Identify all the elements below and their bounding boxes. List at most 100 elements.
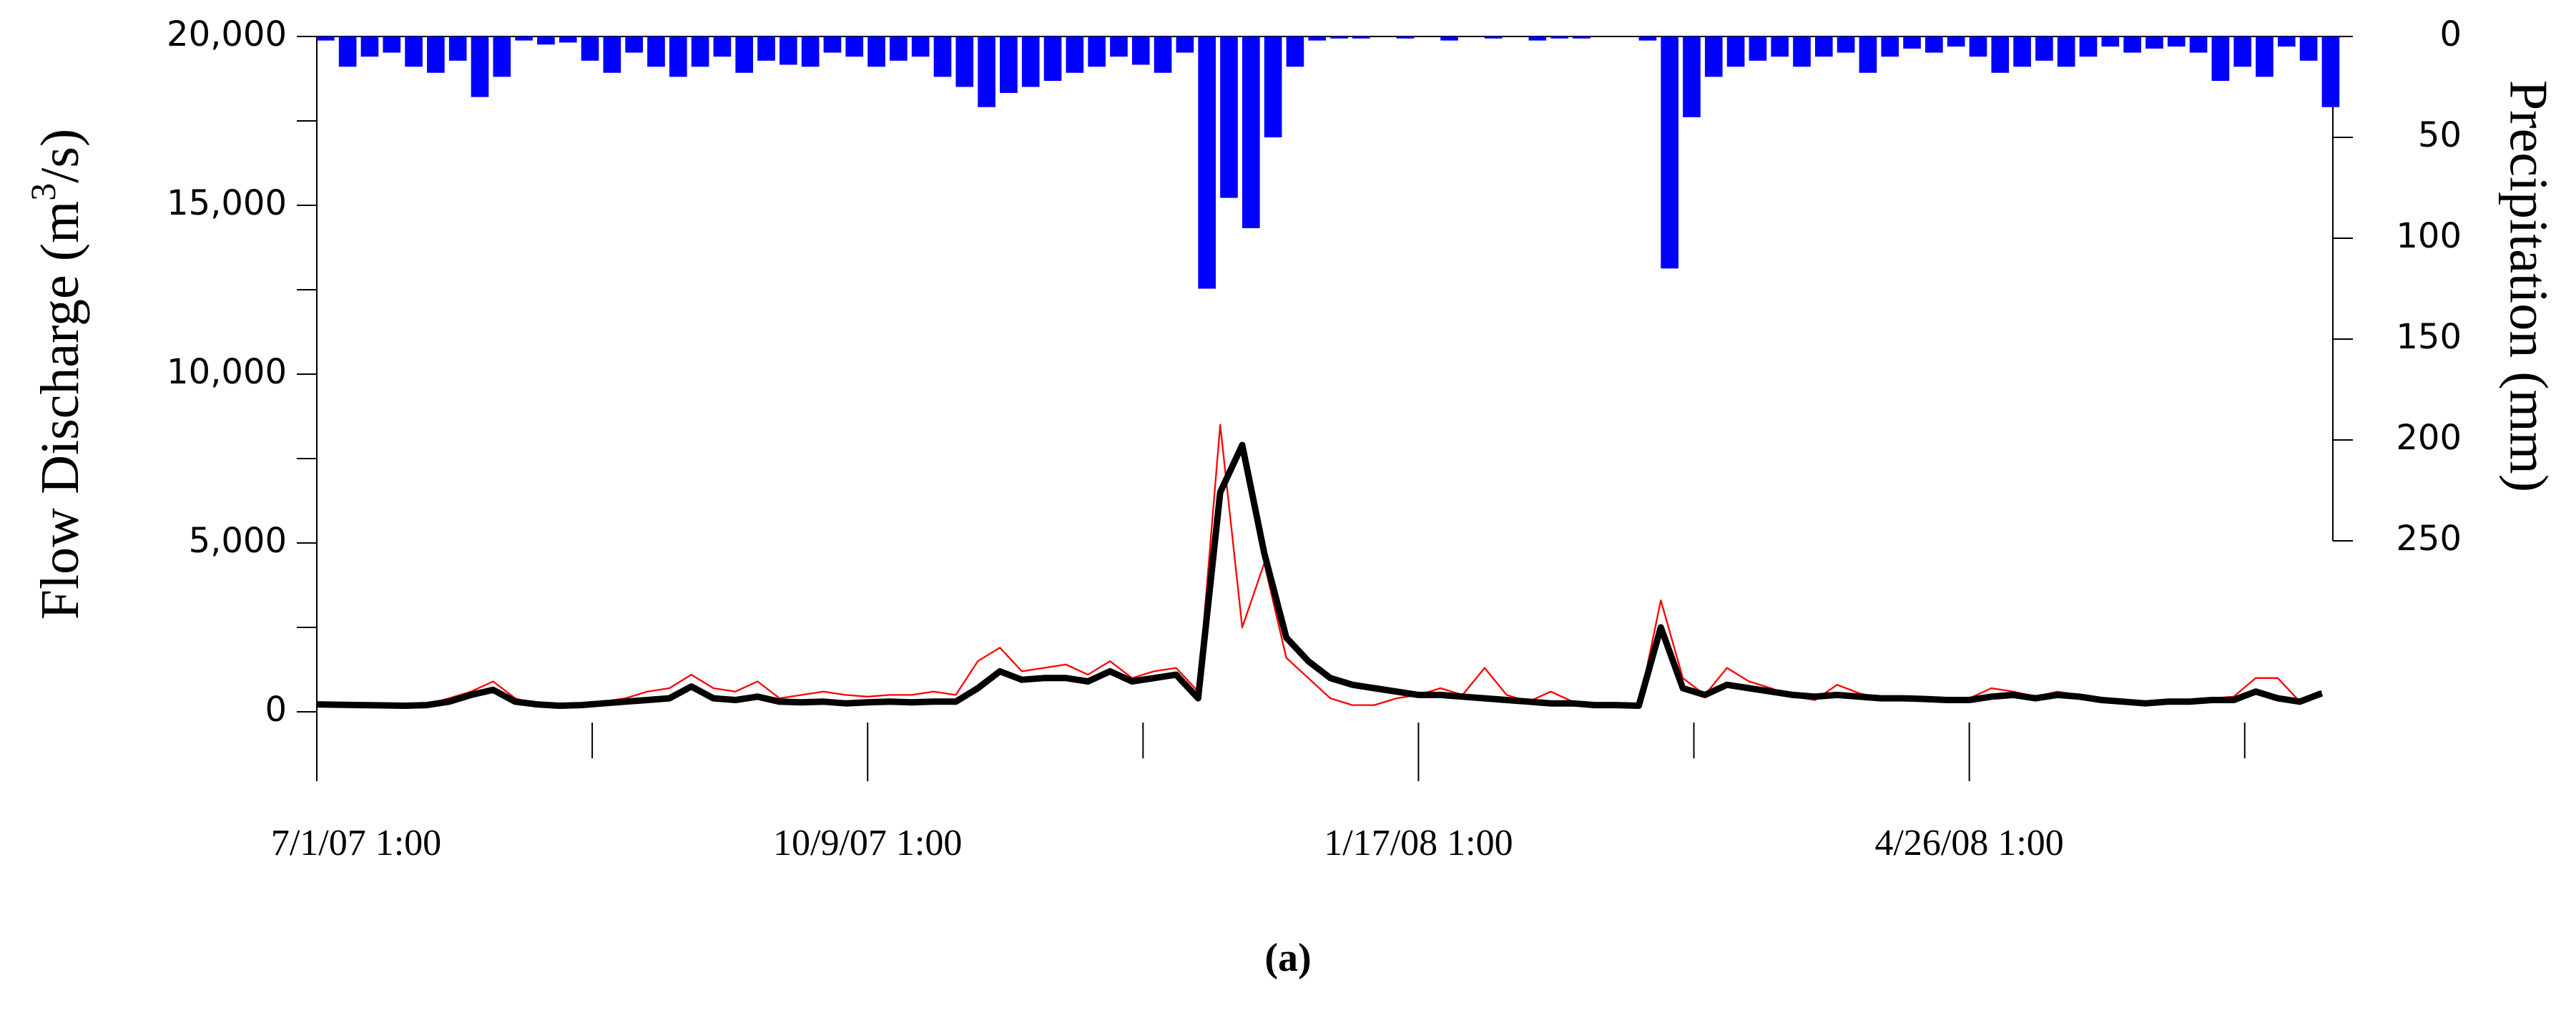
precip-bar xyxy=(1154,36,1172,73)
precip-bar xyxy=(1352,36,1370,39)
precip-bar xyxy=(1947,36,1965,47)
y-tick-label: 20,000 xyxy=(167,14,287,54)
y2-tick-label: 100 xyxy=(2396,216,2462,256)
precip-bar xyxy=(1176,36,1194,53)
y2-tick-label: 250 xyxy=(2396,519,2462,559)
precip-bar xyxy=(1550,36,1568,39)
precip-bar xyxy=(1771,36,1789,57)
precip-bar xyxy=(2277,36,2296,47)
precip-bar xyxy=(1528,36,1547,41)
precip-bar xyxy=(1991,36,2010,73)
y2-tick-label: 50 xyxy=(2418,115,2462,155)
precip-bar xyxy=(603,36,621,73)
precip-bar xyxy=(823,36,842,53)
precip-bar xyxy=(2101,36,2120,47)
precip-bar xyxy=(933,36,952,77)
precip-bar xyxy=(2233,36,2252,67)
precip-bar xyxy=(1793,36,1811,67)
precip-bar xyxy=(1837,36,1855,53)
precip-bar xyxy=(1925,36,1943,53)
precip-bar xyxy=(1242,36,1260,228)
precip-bar xyxy=(1484,36,1503,39)
precip-bar xyxy=(2123,36,2141,53)
precip-bar xyxy=(1573,36,1591,39)
precip-bar xyxy=(493,36,511,77)
precip-bar xyxy=(1749,36,1767,61)
precip-bar xyxy=(471,36,489,97)
precip-bar xyxy=(845,36,864,57)
precip-bar xyxy=(1330,36,1348,39)
y-axis-title-part: Flow Discharge (m xyxy=(30,201,90,620)
precip-bar xyxy=(2299,36,2318,61)
flow-line xyxy=(316,441,2324,709)
precip-bar xyxy=(1881,36,1899,57)
precip-bar xyxy=(1903,36,1921,49)
precip-bar xyxy=(2189,36,2208,53)
precip-bar xyxy=(1396,36,1415,39)
precip-bar xyxy=(1661,36,1678,269)
precip-bar xyxy=(2167,36,2186,47)
precip-bar xyxy=(978,36,996,107)
precip-bar xyxy=(448,36,467,61)
precip-bar xyxy=(867,36,885,67)
precip-bar xyxy=(691,36,709,67)
precip-bar xyxy=(1066,36,1084,73)
precip-bar xyxy=(1704,36,1723,77)
precip-bar xyxy=(1220,36,1238,198)
x-tick-label: 7/1/07 1:00 xyxy=(271,823,441,863)
y-axis-title-part: /s) xyxy=(30,129,90,183)
precip-bar xyxy=(779,36,797,65)
precip-bar xyxy=(559,36,577,43)
precip-bar xyxy=(1131,36,1150,65)
y-tick-label: 10,000 xyxy=(167,352,287,392)
precip-bar xyxy=(1110,36,1128,57)
precip-bar xyxy=(317,36,335,41)
precip-bar xyxy=(427,36,445,73)
precip-bar xyxy=(1683,36,1701,117)
precip-bar xyxy=(1308,36,1327,41)
precip-bar xyxy=(537,36,555,45)
precip-bar xyxy=(911,36,930,57)
caption: (a) xyxy=(1264,936,1311,980)
precip-bar xyxy=(581,36,599,61)
y-tick-label: 5,000 xyxy=(189,521,287,561)
precip-bar xyxy=(2013,36,2031,67)
precip-bar xyxy=(1088,36,1106,67)
y-axis-title: Flow Discharge (m3/s) xyxy=(23,129,90,620)
y-tick-label: 0 xyxy=(265,690,287,730)
y-axis-title-sup: 3 xyxy=(23,183,63,201)
precip-bar xyxy=(383,36,401,53)
precip-bar xyxy=(1286,36,1304,67)
flow-line xyxy=(316,424,2323,708)
precip-bar xyxy=(1859,36,1877,73)
precip-bar xyxy=(801,36,820,67)
precip-bar xyxy=(1264,36,1282,137)
x-tick-label: 1/17/08 1:00 xyxy=(1324,823,1513,863)
precip-bar xyxy=(405,36,423,67)
precip-bar xyxy=(1814,36,1833,57)
precip-bar xyxy=(1969,36,1987,57)
precip-bar xyxy=(1021,36,1040,87)
precip-bar xyxy=(2035,36,2053,61)
precip-bar xyxy=(713,36,732,57)
precip-bar xyxy=(2321,36,2340,107)
precip-bar xyxy=(1043,36,1062,82)
precip-bar xyxy=(2145,36,2163,49)
precip-bar xyxy=(2256,36,2273,77)
precip-bar xyxy=(757,36,775,61)
precip-bar xyxy=(1440,36,1458,41)
precip-bar xyxy=(1198,36,1216,289)
precip-bar xyxy=(2211,36,2230,82)
precip-bar xyxy=(625,36,643,53)
x-tick-label: 10/9/07 1:00 xyxy=(773,823,962,863)
precip-bar xyxy=(647,36,665,67)
precip-bar xyxy=(735,36,754,73)
y2-axis-title: Precipitation (mm) xyxy=(2499,80,2559,492)
x-tick-label: 4/26/08 1:00 xyxy=(1874,823,2063,863)
precip-bar xyxy=(2079,36,2098,57)
precip-bar xyxy=(890,36,908,61)
y2-tick-label: 0 xyxy=(2439,14,2462,54)
precip-bar xyxy=(2057,36,2075,67)
y-tick-label: 15,000 xyxy=(167,183,287,223)
